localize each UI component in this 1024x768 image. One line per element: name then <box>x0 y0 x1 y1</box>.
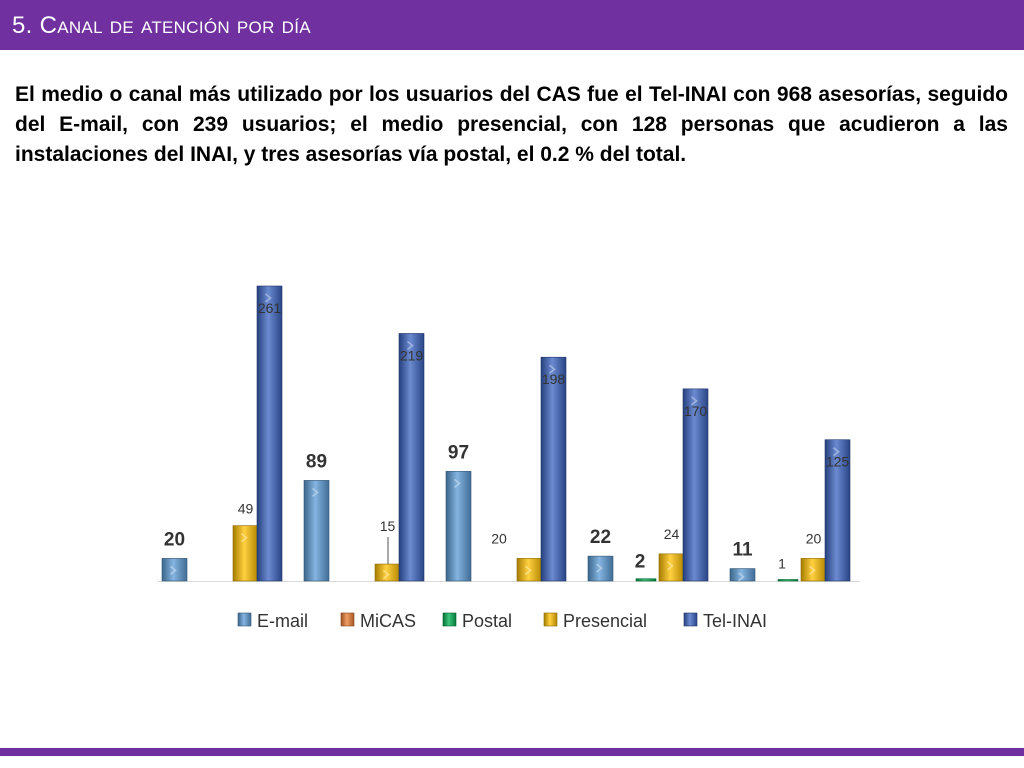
bar-bevel-tel-inai-1 <box>265 293 272 303</box>
data-label-tel-inai-2: 219 <box>400 347 424 363</box>
legend-label-presencial: Presencial <box>563 611 647 631</box>
slide-title: 5. Canal de atención por día <box>12 12 311 39</box>
chart-legend: E-mail MiCAS Postal Presencial Tel-INAI <box>237 611 767 631</box>
bar-tel-inai-4 <box>682 388 709 582</box>
legend-swatch-postal <box>442 612 457 627</box>
bar-tel-inai-5 <box>824 439 851 582</box>
bar-tel-inai-2 <box>398 333 425 582</box>
bar-bevel-tel-inai-4 <box>691 396 698 406</box>
data-label-presencial-5: 20 <box>806 530 822 546</box>
bar-bevel-presencial-4 <box>667 561 674 571</box>
legend-label-micas: MiCAS <box>360 611 416 631</box>
bars-group <box>158 285 860 582</box>
legend-label-e-mail: E-mail <box>257 611 308 631</box>
bar-tel-inai-3 <box>540 356 567 582</box>
data-label-e-mail-4: 22 <box>590 527 611 548</box>
bar-bevel-e-mail-1 <box>170 565 177 576</box>
data-label-tel-inai-4: 170 <box>684 403 708 419</box>
bar-presencial-4 <box>658 553 685 582</box>
data-label-tel-inai-1: 261 <box>258 300 282 316</box>
bar-bevel-tel-inai-3 <box>549 364 556 374</box>
bar-bevel-presencial-1 <box>241 532 248 543</box>
data-label-presencial-2: 15 <box>380 518 396 534</box>
summary-paragraph: El medio o canal más utilizado por los u… <box>15 83 1008 166</box>
data-label-presencial-1: 49 <box>238 501 254 517</box>
data-label-tel-inai-5: 125 <box>826 454 850 470</box>
bar-presencial-2 <box>374 563 401 582</box>
legend-label-postal: Postal <box>462 611 512 631</box>
data-label-postal-4: 2 <box>635 552 646 573</box>
bar-bevel-tel-inai-2 <box>407 340 414 351</box>
bar-bevel-tel-inai-5 <box>833 447 840 457</box>
data-label-e-mail-1: 20 <box>164 529 185 550</box>
data-label-postal-5: 1 <box>778 556 786 572</box>
header-bar: 5. Canal de atención por día <box>0 0 1024 50</box>
bar-bevel-e-mail-4 <box>596 563 603 573</box>
data-label-e-mail-2: 89 <box>306 451 327 472</box>
bar-bevel-presencial-2 <box>383 569 390 580</box>
legend-swatch-micas <box>340 612 355 627</box>
bar-bevel-e-mail-3 <box>454 478 461 488</box>
bar-bevel-presencial-3 <box>525 565 532 576</box>
data-label-e-mail-3: 97 <box>448 442 469 463</box>
bar-bevel-presencial-5 <box>809 565 816 576</box>
data-label-presencial-3: 20 <box>491 530 507 546</box>
legend-swatch-e-mail <box>237 612 252 627</box>
data-label-tel-inai-3: 198 <box>542 371 566 387</box>
bar-e-mail-2 <box>303 480 330 582</box>
legend-swatch-presencial <box>543 612 558 627</box>
legend-swatch-tel-inai <box>683 612 698 627</box>
legend-label-tel-inai: Tel-INAI <box>703 611 767 631</box>
data-label-e-mail-5: 11 <box>732 540 753 561</box>
bar-presencial-1 <box>232 525 259 582</box>
bar-bevel-e-mail-5 <box>738 572 745 582</box>
bar-e-mail-3 <box>445 471 472 582</box>
data-label-presencial-4: 24 <box>664 526 680 542</box>
bar-postal-5 <box>777 579 799 582</box>
footer-bar <box>0 748 1024 756</box>
bar-bevel-e-mail-2 <box>312 487 319 498</box>
bar-tel-inai-1 <box>256 285 283 582</box>
bar-postal-4 <box>635 578 657 582</box>
bar-e-mail-5 <box>729 568 756 582</box>
